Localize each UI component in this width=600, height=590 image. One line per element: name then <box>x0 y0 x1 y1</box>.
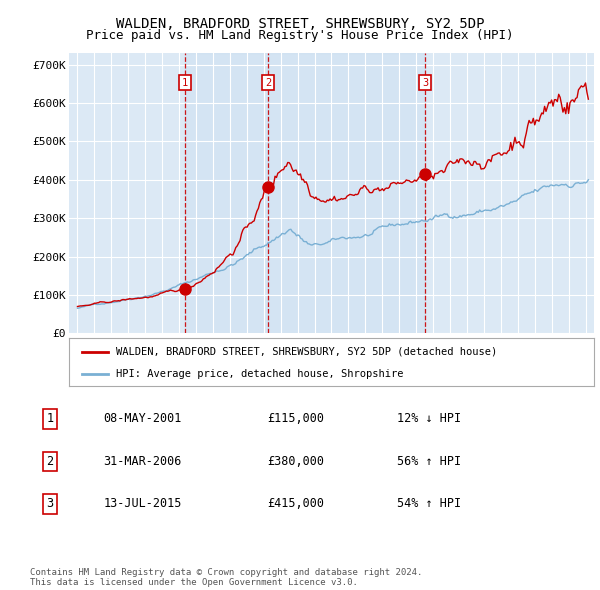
Text: Price paid vs. HM Land Registry's House Price Index (HPI): Price paid vs. HM Land Registry's House … <box>86 30 514 42</box>
Text: 56% ↑ HPI: 56% ↑ HPI <box>397 455 461 468</box>
Text: WALDEN, BRADFORD STREET, SHREWSBURY, SY2 5DP (detached house): WALDEN, BRADFORD STREET, SHREWSBURY, SY2… <box>116 346 497 356</box>
Text: 3: 3 <box>422 77 428 87</box>
Text: 1: 1 <box>182 77 188 87</box>
Text: 1: 1 <box>46 412 53 425</box>
Text: HPI: Average price, detached house, Shropshire: HPI: Average price, detached house, Shro… <box>116 369 404 379</box>
Text: £415,000: £415,000 <box>267 497 324 510</box>
Text: £115,000: £115,000 <box>267 412 324 425</box>
Text: 2: 2 <box>46 455 53 468</box>
Text: 2: 2 <box>265 77 271 87</box>
Text: 12% ↓ HPI: 12% ↓ HPI <box>397 412 461 425</box>
Text: 54% ↑ HPI: 54% ↑ HPI <box>397 497 461 510</box>
Text: £380,000: £380,000 <box>267 455 324 468</box>
Bar <box>185 53 268 333</box>
Text: 13-JUL-2015: 13-JUL-2015 <box>103 497 182 510</box>
Text: 08-MAY-2001: 08-MAY-2001 <box>103 412 182 425</box>
Bar <box>268 53 425 333</box>
Text: 3: 3 <box>46 497 53 510</box>
Text: WALDEN, BRADFORD STREET, SHREWSBURY, SY2 5DP: WALDEN, BRADFORD STREET, SHREWSBURY, SY2… <box>116 17 484 31</box>
Text: Contains HM Land Registry data © Crown copyright and database right 2024.
This d: Contains HM Land Registry data © Crown c… <box>30 568 422 587</box>
Text: 31-MAR-2006: 31-MAR-2006 <box>103 455 182 468</box>
